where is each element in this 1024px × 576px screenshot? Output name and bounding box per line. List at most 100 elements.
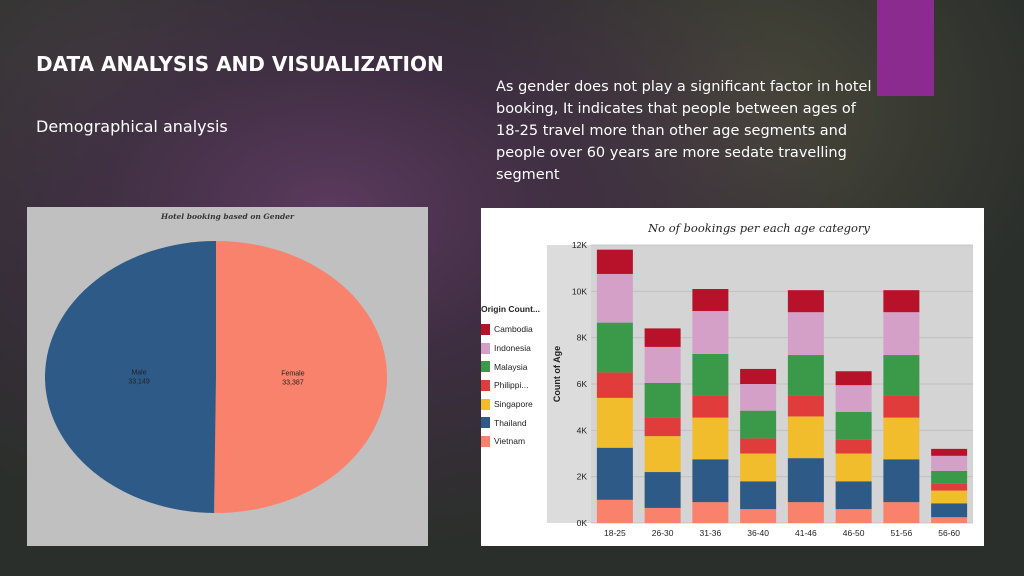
bar-segment-indonesia	[740, 384, 777, 411]
chart-legend: Origin Count... Cambodia Indonesia Malaysi…	[481, 304, 543, 451]
bar-segment-thailand	[787, 458, 824, 503]
pie-slice-female	[214, 241, 387, 513]
bar-segment-cambodia	[644, 328, 681, 347]
bar-segment-malaysia	[692, 353, 729, 396]
x-tick-label: 26-30	[652, 528, 674, 538]
legend-item: Singapore	[481, 395, 543, 414]
x-tick-label: 36-40	[747, 528, 769, 538]
bar-segment-malaysia	[644, 382, 681, 418]
bar-segment-indonesia	[883, 312, 920, 356]
bar-segment-cambodia	[931, 448, 968, 456]
legend-label: Vietnam	[494, 436, 526, 447]
bar-segment-singapore	[931, 490, 968, 504]
y-tick-label: 6K	[577, 379, 588, 389]
y-axis-label: Count of Age	[552, 346, 562, 402]
bar-chart-title: No of bookings per each age category	[647, 221, 870, 235]
bar-segment-thailand	[644, 472, 681, 508]
legend-swatch	[481, 342, 490, 354]
bar-segment-singapore	[883, 417, 920, 460]
bar-chart-canvas: No of bookings per each age category 0K 2K…	[547, 221, 973, 538]
legend-label: Indonesia	[494, 343, 531, 354]
bar-segment-singapore	[644, 436, 681, 473]
pie-chart-canvas: Female 33,387 Male 33,149	[44, 241, 387, 513]
legend-title: Origin Count...	[481, 304, 541, 314]
legend-item: Malaysia	[481, 357, 543, 376]
bar-segment-vietnam	[883, 502, 920, 523]
bar-segment-thailand	[692, 459, 729, 503]
bar-segment-cambodia	[740, 368, 777, 384]
bar-segment-thailand	[740, 481, 777, 510]
bar-segment-thailand	[931, 503, 968, 518]
pie-slice-value: 33,387	[282, 379, 304, 386]
bar-segment-malaysia	[883, 355, 920, 396]
bar-segment-thailand	[883, 459, 920, 503]
legend-item: Philippi...	[481, 376, 543, 395]
bar-segment-philippi	[692, 395, 729, 418]
legend-label: Philippi...	[494, 380, 529, 391]
bar-segment-indonesia	[692, 311, 729, 354]
bar-segment-singapore	[787, 416, 824, 459]
age-bar-chart: No of bookings per each age category 0K 2K…	[481, 208, 984, 546]
bar-segment-vietnam	[644, 507, 681, 523]
legend-item: Indonesia	[481, 339, 543, 358]
bar-segment-philippi	[596, 372, 633, 398]
bar-segment-vietnam	[692, 502, 729, 523]
legend-label: Singapore	[494, 399, 533, 410]
bar-segment-philippi	[644, 417, 681, 437]
y-tick-label: 10K	[572, 286, 587, 296]
legend-swatch	[481, 435, 490, 447]
legend-item: Thailand	[481, 413, 543, 432]
bar-segment-philippi	[740, 438, 777, 454]
pie-slice-male	[44, 241, 216, 513]
analysis-paragraph: As gender does not play a significant fa…	[496, 79, 872, 183]
x-tick-label: 46-50	[843, 528, 865, 538]
bar-segment-vietnam	[596, 499, 633, 523]
bar-segment-indonesia	[596, 273, 633, 323]
bar-segment-vietnam	[931, 517, 968, 523]
bar-segment-cambodia	[692, 289, 729, 312]
bar-segment-cambodia	[883, 290, 920, 313]
y-tick-label: 0K	[577, 518, 588, 528]
accent-bar	[877, 0, 934, 96]
legend-item: Cambodia	[481, 320, 543, 339]
bar-segment-indonesia	[835, 385, 872, 412]
bar-segment-cambodia	[835, 371, 872, 386]
bar-segment-vietnam	[787, 502, 824, 523]
bar-segment-vietnam	[835, 509, 872, 523]
bar-segment-indonesia	[931, 455, 968, 471]
pie-chart-title: Hotel booking based on Gender	[160, 212, 294, 221]
legend-label: Thailand	[494, 417, 527, 428]
legend-swatch	[481, 323, 490, 335]
bar-segment-philippi	[883, 395, 920, 418]
legend-swatch	[481, 379, 490, 391]
x-tick-label: 41-46	[795, 528, 817, 538]
y-axis-band	[547, 245, 591, 523]
y-tick-label: 8K	[577, 333, 588, 343]
bar-segment-singapore	[740, 453, 777, 482]
y-tick-label: 2K	[577, 472, 588, 482]
legend-swatch	[481, 417, 490, 429]
bar-segment-singapore	[692, 417, 729, 460]
legend-item: Vietnam	[481, 432, 543, 451]
bar-segment-thailand	[835, 481, 872, 510]
bar-segment-philippi	[835, 439, 872, 454]
bar-segment-malaysia	[787, 355, 824, 396]
legend-swatch	[481, 361, 490, 373]
legend-swatch	[481, 398, 490, 410]
bar-segment-singapore	[835, 453, 872, 482]
legend-label: Cambodia	[494, 324, 533, 335]
pie-slice-value: 33,149	[128, 379, 150, 386]
bar-segment-malaysia	[835, 411, 872, 440]
gender-pie-chart: Hotel booking based on Gender Female 33,3…	[27, 207, 428, 546]
slide-title: DATA ANALYSIS AND VISUALIZATION	[36, 52, 444, 76]
pie-slice-label: Female	[281, 370, 304, 377]
bar-segment-philippi	[931, 483, 968, 491]
bar-segment-cambodia	[787, 290, 824, 313]
bar-segment-malaysia	[740, 410, 777, 439]
y-tick-label: 12K	[572, 240, 587, 250]
x-tick-label: 31-36	[700, 528, 722, 538]
bar-segment-indonesia	[644, 346, 681, 383]
y-tick-label: 4K	[577, 425, 588, 435]
bar-segment-vietnam	[740, 509, 777, 523]
x-tick-label: 56-60	[938, 528, 960, 538]
